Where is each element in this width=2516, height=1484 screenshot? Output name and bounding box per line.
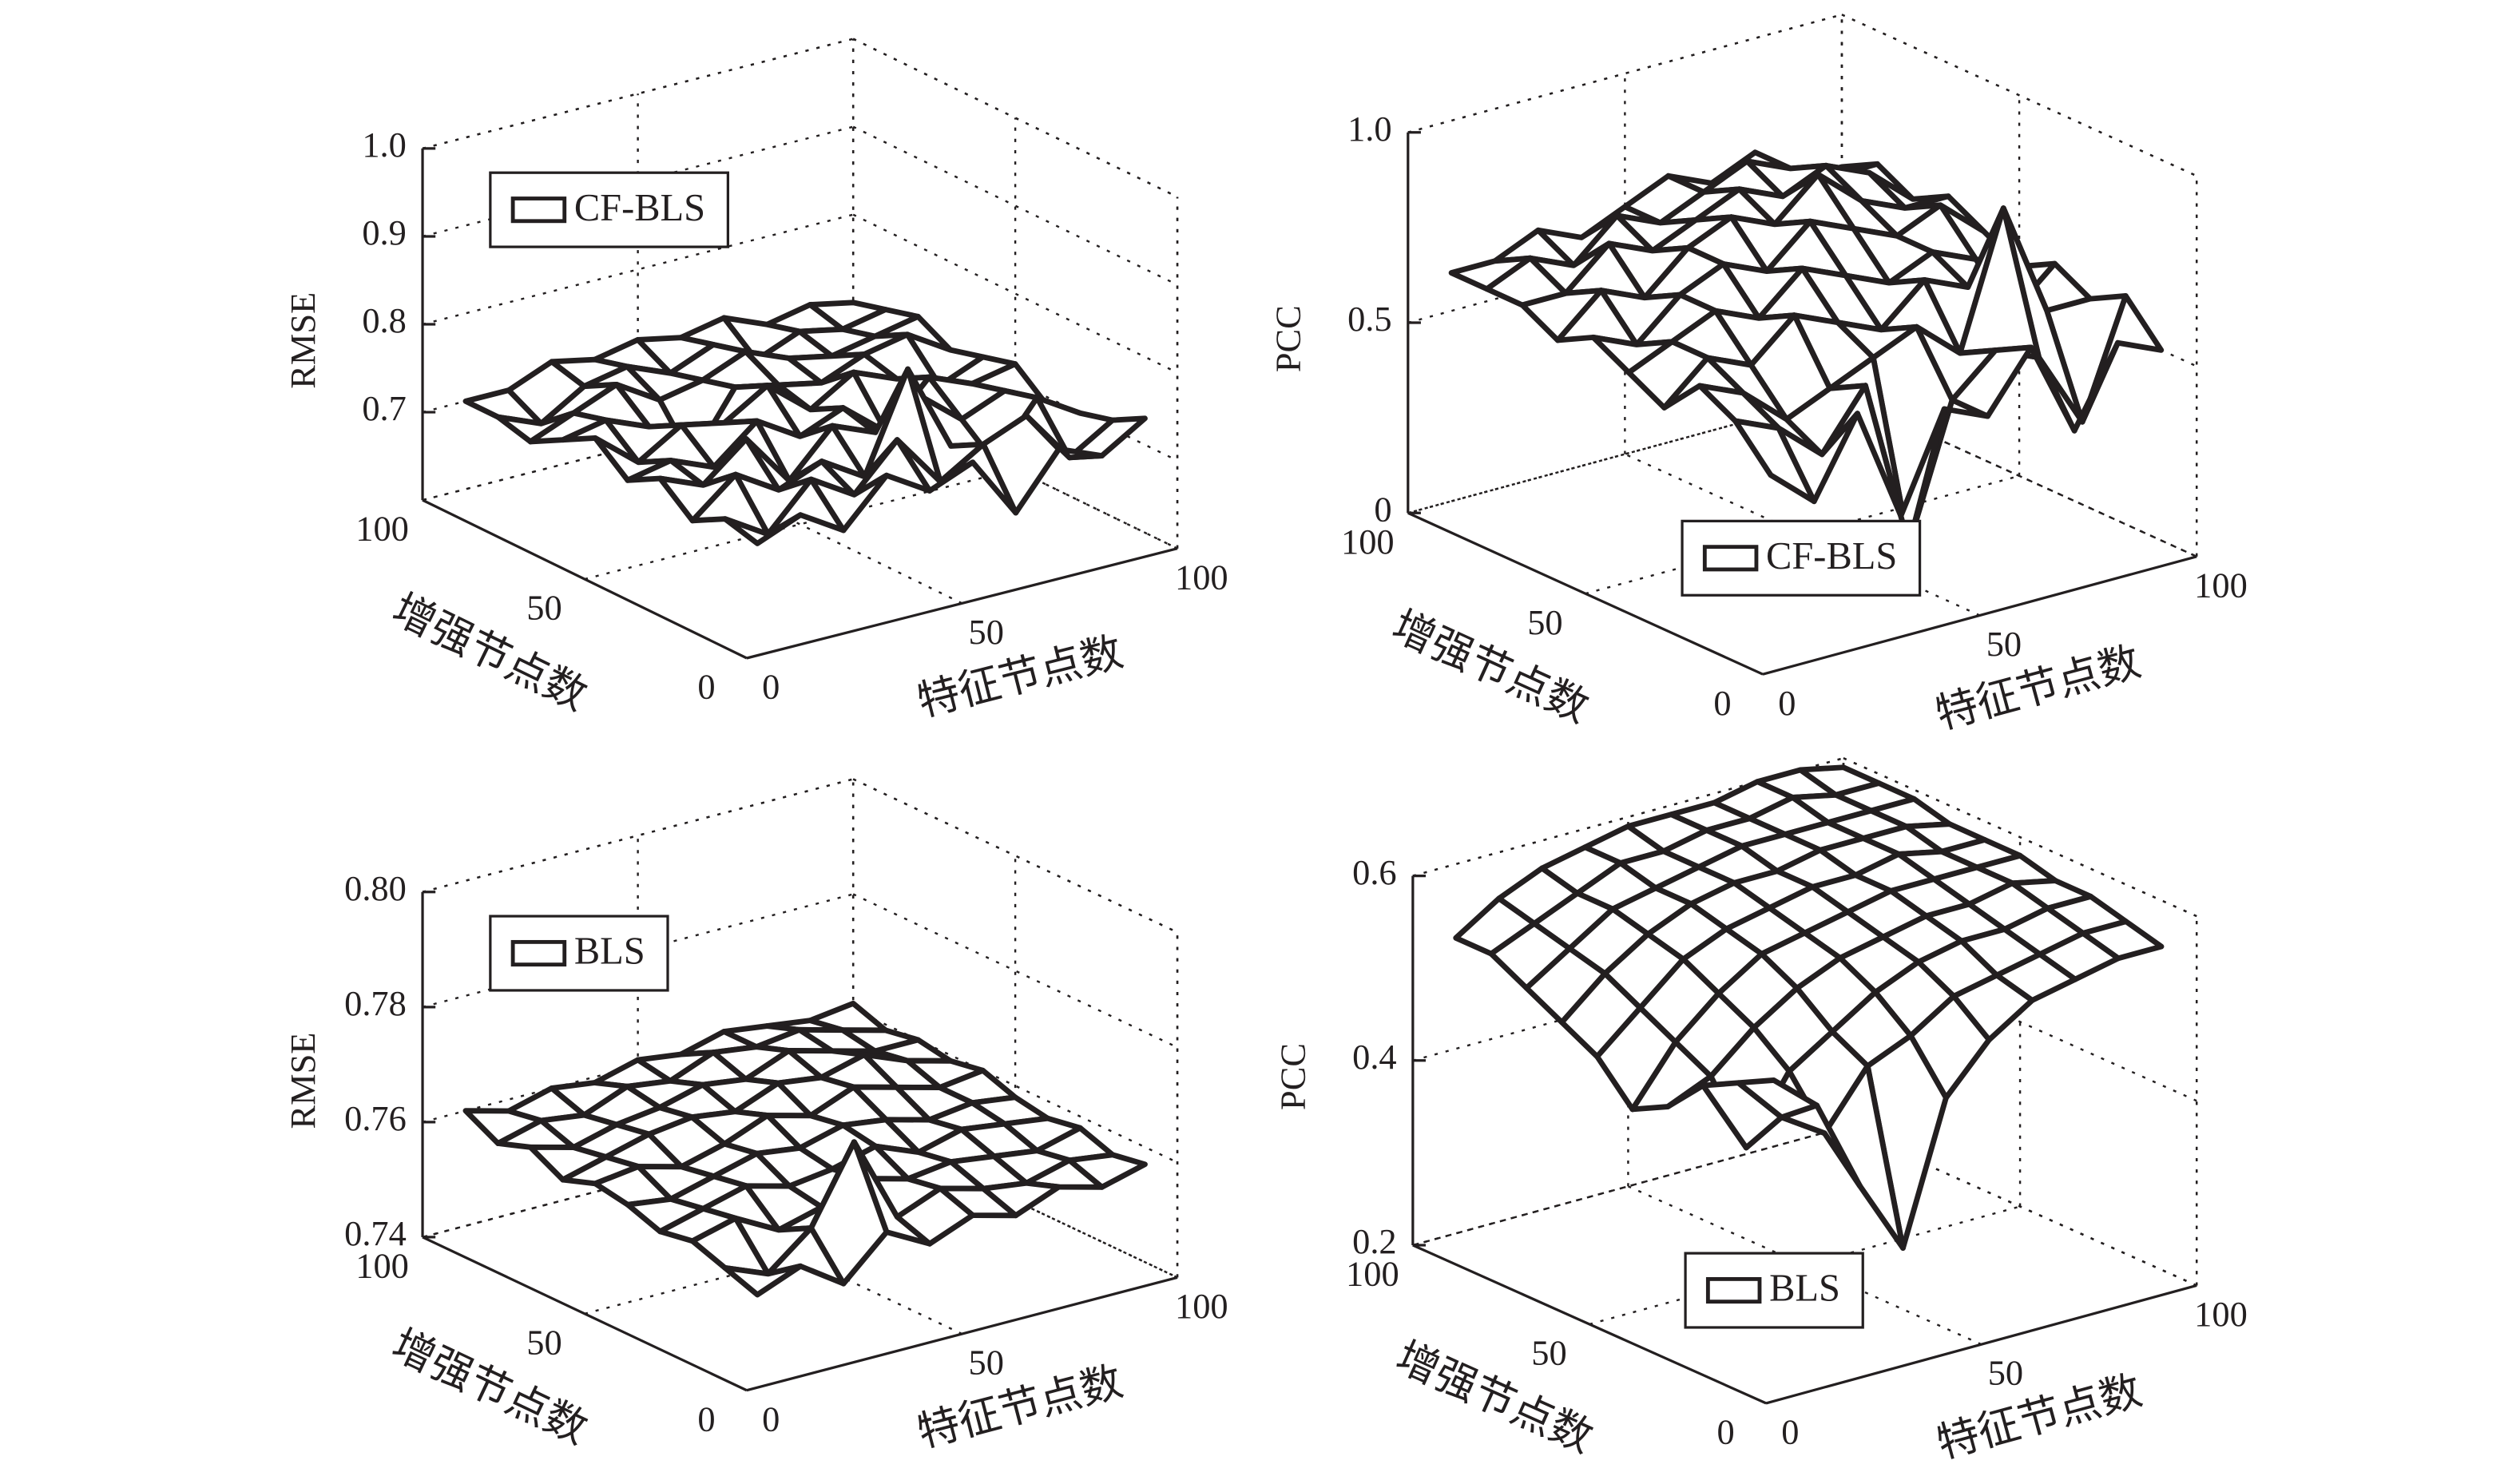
z-axis-label: RMSE (283, 292, 323, 389)
y-axis-label: 增强节点数 (385, 1322, 594, 1454)
grid-line (1407, 14, 1843, 133)
x-tick-label: 0 (1781, 1411, 1799, 1451)
x-tick-label: 50 (1986, 624, 2022, 664)
z-tick-label: 0 (1374, 489, 1391, 529)
grid-line (1843, 757, 2197, 918)
y-tick-label: 0 (697, 667, 715, 707)
legend-swatch (1702, 545, 1759, 572)
panel: 0.74 0.76 0.78 0.80 0 50 100 0 50 100 特征节点数 增强节点数 RM… (283, 778, 1228, 1457)
z-tick-label: 1.0 (1347, 109, 1392, 149)
z-axis-label: PCC (1273, 1043, 1313, 1110)
legend-swatch (1705, 1276, 1762, 1304)
x-axis-label: 特征节点数 (1931, 639, 2146, 739)
z-tick-label: 0.80 (344, 868, 407, 908)
z-axis-label: PCC (1268, 305, 1308, 372)
z-tick-label: 0.76 (344, 1098, 407, 1138)
x-tick-label: 50 (969, 1343, 1004, 1383)
z-tick-label: 0.5 (1347, 299, 1392, 339)
legend-swatch (510, 939, 567, 967)
z-tick-label: 0.78 (344, 983, 407, 1023)
y-axis (1412, 1244, 1767, 1405)
legend-label: BLS (574, 930, 645, 973)
z-tick-label: 0.6 (1352, 852, 1397, 892)
legend-label: CF-BLS (1766, 535, 1897, 577)
y-tick-label: 50 (1531, 1333, 1566, 1373)
x-tick-label: 100 (2194, 565, 2248, 605)
x-axis-label: 特征节点数 (913, 1359, 1128, 1457)
grid-line (1585, 474, 2020, 595)
x-axis (746, 547, 1178, 660)
z-tick-label: 0.7 (362, 388, 407, 428)
y-tick-label: 100 (355, 509, 409, 549)
grid-line (852, 778, 1178, 934)
x-tick-label: 100 (1175, 557, 1228, 597)
y-tick-label: 100 (355, 1245, 409, 1285)
surface-patch (722, 512, 804, 546)
surface-patch (1736, 1077, 1820, 1121)
z-tick-label: 0.74 (344, 1213, 407, 1253)
z-tick-label: 0.2 (1352, 1221, 1397, 1261)
y-tick-label: 0 (1713, 683, 1731, 723)
y-tick-label: 50 (1527, 602, 1562, 642)
box-edge (852, 778, 1178, 934)
z-tick-label: 0.4 (1352, 1037, 1397, 1077)
y-tick-label: 0 (697, 1399, 715, 1438)
z-tick-label: 0.8 (362, 300, 407, 340)
y-tick-label: 50 (526, 1322, 562, 1362)
x-tick-label: 100 (1175, 1286, 1228, 1326)
y-tick-label: 0 (1716, 1411, 1734, 1451)
grid-line (1841, 14, 2197, 177)
y-tick-label: 100 (1346, 1254, 1399, 1294)
y-axis (422, 498, 748, 660)
z-axis-label: RMSE (283, 1033, 323, 1129)
panel: 0.2 0.4 0.6 0 50 100 0 50 100 特征节点数 增强节点数 PCC BLS (1273, 757, 2248, 1467)
x-axis-label: 特征节点数 (1932, 1367, 2147, 1467)
panel: 0.7 0.8 0.9 1.0 0 50 100 0 50 100 特征节点数 增强节点数 RMSE CF… (283, 38, 1228, 725)
x-tick-label: 0 (762, 1399, 780, 1438)
x-tick-label: 0 (1778, 683, 1796, 723)
x-axis-label: 特征节点数 (913, 629, 1128, 725)
y-axis-label: 增强节点数 (1385, 603, 1595, 732)
legend-label: BLS (1769, 1268, 1840, 1310)
y-axis-label: 增强节点数 (385, 586, 593, 720)
grid-line (422, 38, 854, 150)
z-tick-label: 1.0 (362, 125, 407, 165)
x-tick-label: 50 (969, 612, 1004, 652)
x-axis (746, 1276, 1178, 1392)
y-axis-label: 增强节点数 (1389, 1334, 1599, 1462)
box-edge (422, 38, 854, 150)
x-tick-label: 100 (2194, 1294, 2248, 1334)
box-edge (1407, 394, 1843, 514)
surface-patch (722, 1263, 804, 1298)
surface-patch (1732, 418, 1817, 505)
x-tick-label: 0 (762, 667, 780, 707)
y-tick-label: 100 (1341, 522, 1395, 561)
y-axis (1407, 511, 1764, 676)
z-tick-label: 0.9 (362, 212, 407, 252)
legend-swatch (510, 196, 567, 224)
grid-line (1843, 942, 2197, 1102)
x-axis (1765, 1284, 2197, 1405)
y-tick-label: 50 (526, 588, 562, 628)
legend-label: CF-BLS (574, 187, 705, 229)
x-axis (1762, 555, 2197, 676)
y-axis (422, 1236, 748, 1392)
x-tick-label: 50 (1988, 1353, 2023, 1393)
